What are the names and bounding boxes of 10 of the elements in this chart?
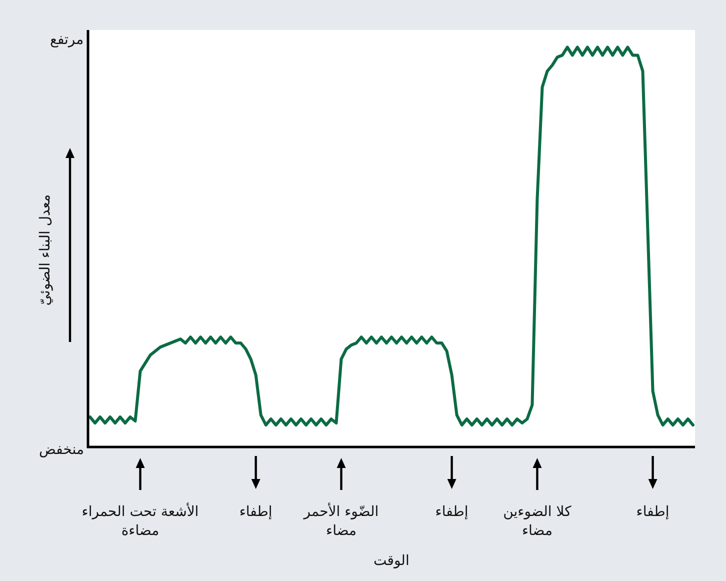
x-tick-label: الضّوء الأحمر مضاء — [302, 503, 380, 541]
x-tick-label: إطفاء — [434, 503, 470, 522]
x-tick-label: إطفاء — [635, 503, 670, 522]
x-tick-label: إطفاء — [239, 504, 272, 520]
text: مرتفع — [50, 31, 84, 49]
x-tick-label: الأشعة تحت الحمراء مضاءة — [80, 503, 200, 541]
x-tick-label: كلا الضوءين مضاء — [502, 503, 572, 541]
y-axis-title: معدل البناء الضوئيّ — [36, 194, 54, 306]
text: منخفض — [39, 441, 84, 459]
x-axis-title: الوقت — [374, 552, 410, 570]
